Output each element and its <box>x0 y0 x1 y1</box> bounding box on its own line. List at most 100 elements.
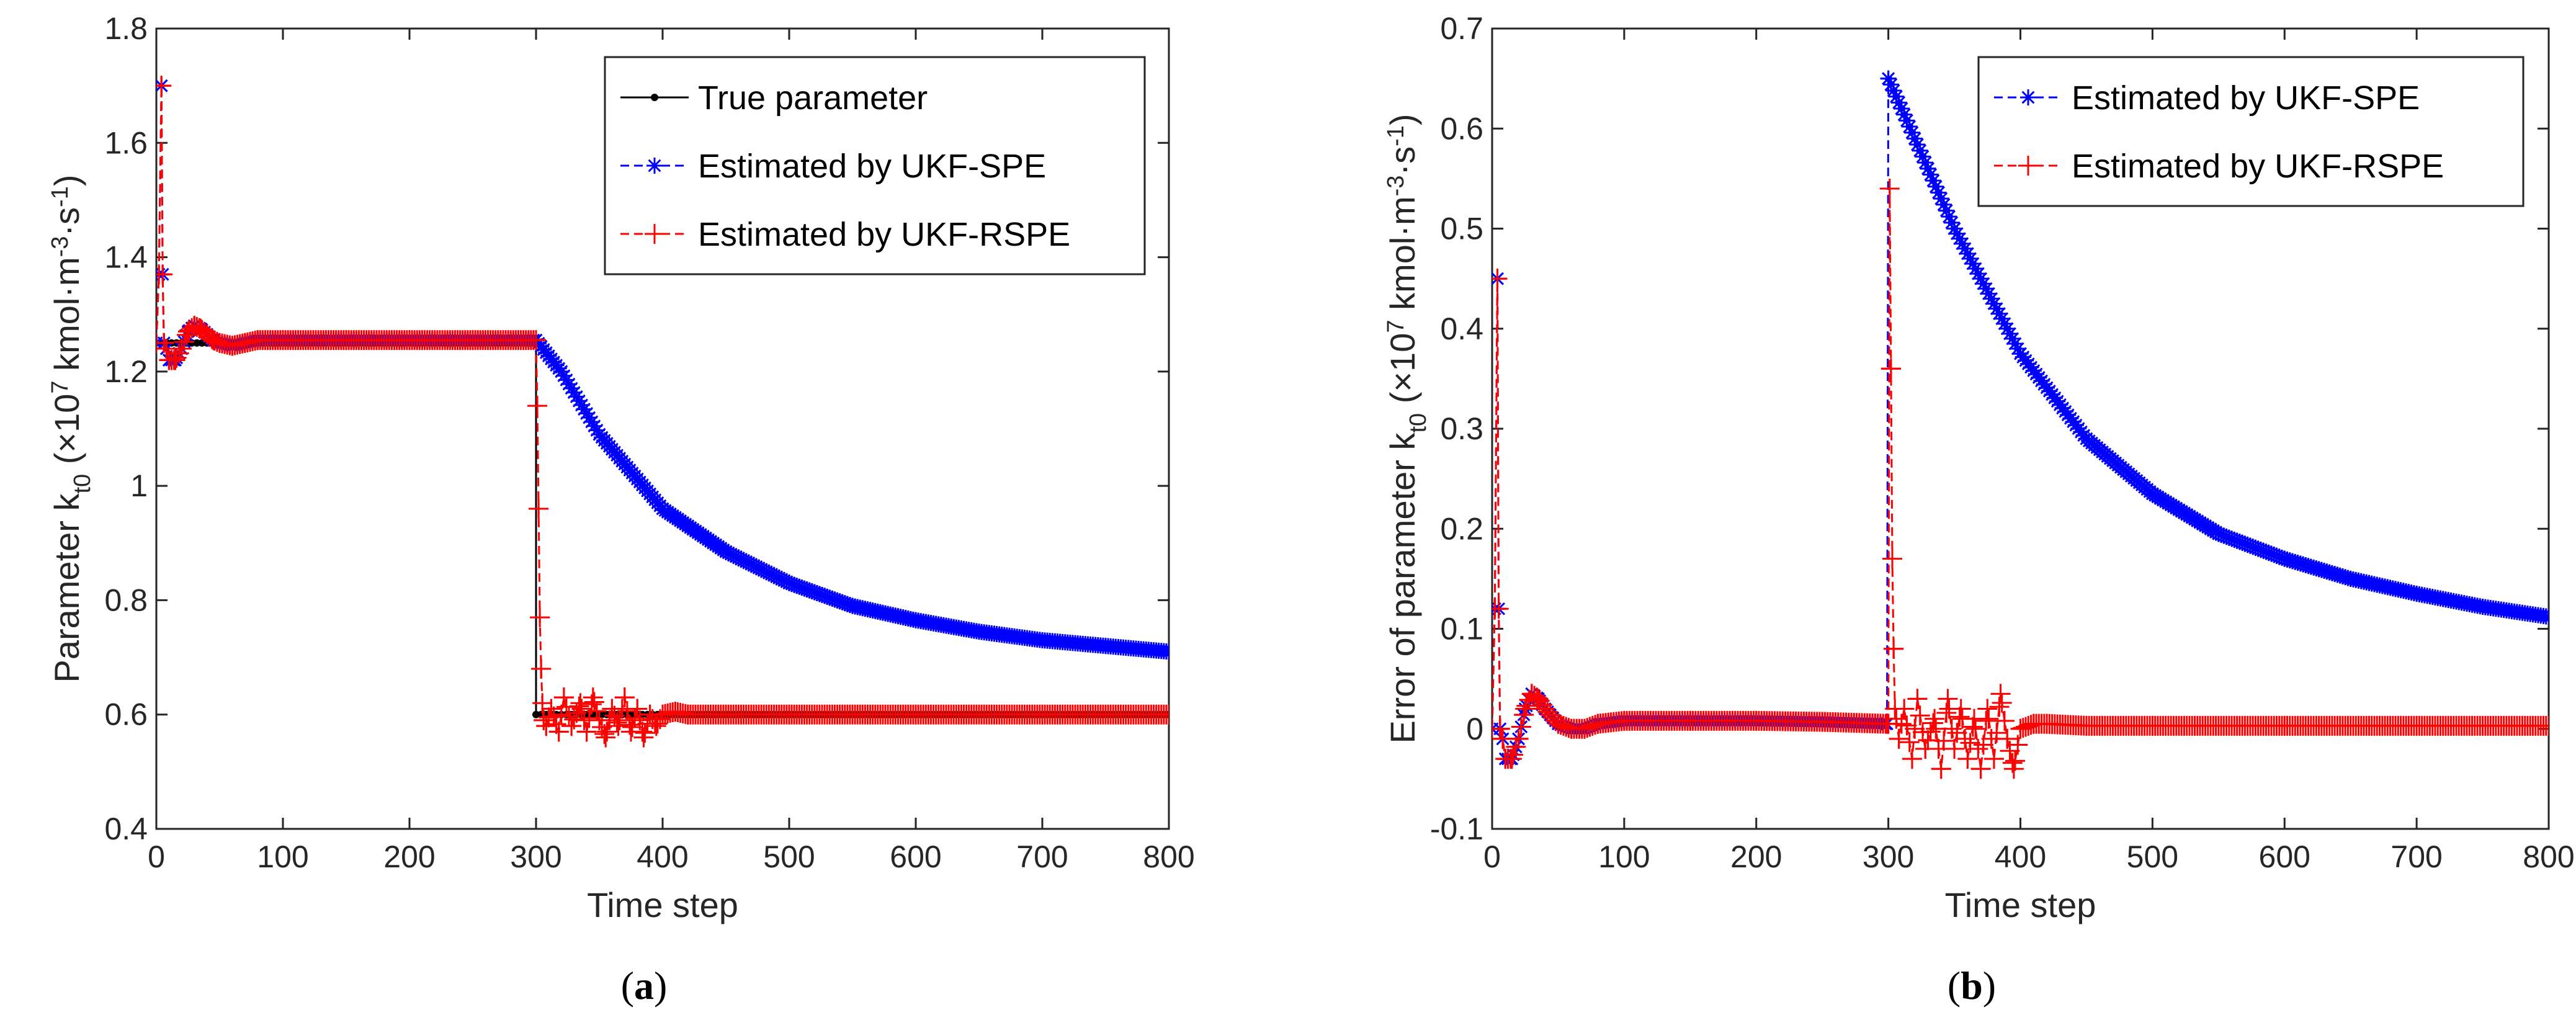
data-point <box>602 699 622 719</box>
data-point <box>2018 715 2039 736</box>
legend-marker <box>645 224 664 244</box>
data-point <box>2474 599 2491 615</box>
data-point <box>526 330 546 351</box>
data-point <box>614 687 635 708</box>
x-tick-label: 600 <box>890 839 941 874</box>
data-point <box>646 716 666 736</box>
x-tick-label: 500 <box>2127 839 2178 874</box>
data-point <box>1925 709 1945 729</box>
data-point <box>1812 712 1833 732</box>
legend-item-true: True parameter <box>620 79 928 117</box>
data-point <box>1905 718 1925 739</box>
data-point <box>608 716 628 736</box>
data-point <box>584 692 604 712</box>
data-point <box>2005 751 2025 771</box>
data-point <box>1915 739 1936 759</box>
x-tick-label: 800 <box>1143 839 1194 874</box>
x-tick-label: 100 <box>257 839 308 874</box>
data-point <box>1556 717 1576 737</box>
data-point <box>1910 705 1930 726</box>
data-point <box>2407 715 2427 736</box>
data-point <box>1582 715 1603 736</box>
data-point <box>1902 749 1922 769</box>
y-tick-label: 0.3 <box>1440 411 1483 446</box>
data-point <box>569 696 589 717</box>
x-axis-label: Time step <box>1945 885 2096 924</box>
legend-marker <box>646 158 663 174</box>
data-point <box>1503 744 1524 765</box>
data-point <box>1492 599 1509 619</box>
data-point <box>1920 722 1941 742</box>
data-point <box>1032 704 1052 725</box>
data-point <box>548 722 569 742</box>
data-point <box>1964 709 1984 729</box>
data-point <box>1944 739 1965 759</box>
legend-marker <box>2018 156 2038 176</box>
data-point <box>165 350 186 370</box>
y-tick-label: 0.6 <box>104 697 148 732</box>
data-point <box>1938 689 1958 709</box>
data-point <box>1506 736 1526 757</box>
data-point <box>336 330 356 351</box>
data-point <box>1588 713 1608 734</box>
data-point <box>561 716 582 736</box>
chart-a: 0 100 200 300 400 500 600 700 800 0.4 0.6 0.8 1 1.2 1.… <box>47 11 1195 924</box>
legend-item-spe: Estimated by UKF-SPE <box>620 148 1046 185</box>
data-point <box>1941 718 1962 739</box>
x-tick-label: 200 <box>1730 839 1782 874</box>
data-point <box>2008 735 2028 755</box>
data-point <box>248 330 268 351</box>
data-point <box>2342 570 2359 587</box>
data-point <box>1977 699 1998 719</box>
data-point <box>625 708 645 728</box>
data-point <box>1936 702 1957 723</box>
data-point <box>222 336 243 356</box>
data-point <box>2210 525 2227 542</box>
data-point <box>1878 713 1898 734</box>
data-point <box>1882 548 1903 569</box>
data-point <box>187 316 207 337</box>
x-tick-label: 0 <box>1483 839 1501 874</box>
data-point <box>1614 710 1634 731</box>
legend: True parameter Estimated by UKF-SPE Estima… <box>604 56 1146 275</box>
x-tick-label: 100 <box>1598 839 1650 874</box>
data-point <box>1680 710 1701 731</box>
data-point <box>594 724 615 744</box>
data-point <box>1934 731 1954 751</box>
data-point <box>2142 715 2163 736</box>
data-point <box>1880 70 1897 87</box>
series-rspe <box>156 76 1169 748</box>
data-point <box>906 704 926 725</box>
data-point <box>1987 723 2007 743</box>
data-point <box>2016 717 2036 737</box>
data-point <box>653 704 673 725</box>
data-point <box>971 624 987 640</box>
data-point <box>781 575 797 591</box>
data-point <box>1528 689 1549 709</box>
data-point <box>235 333 255 353</box>
data-point <box>553 687 574 708</box>
data-point <box>1535 699 1555 719</box>
data-point <box>210 333 230 353</box>
data-point <box>166 347 187 368</box>
data-point <box>1545 710 1566 731</box>
data-point <box>2271 548 2288 565</box>
data-point <box>2006 335 2023 352</box>
panel-label-a: (a) <box>620 964 668 1008</box>
data-point <box>273 330 293 351</box>
data-point <box>633 727 654 748</box>
data-point <box>1881 359 1901 379</box>
y-tick-label: 1.6 <box>104 125 148 160</box>
data-point <box>463 330 483 351</box>
data-point <box>716 704 736 725</box>
data-point <box>171 339 192 359</box>
legend-label: Estimated by UKF-SPE <box>2072 79 2420 117</box>
legend-marker <box>651 94 658 101</box>
data-point <box>1957 749 1978 769</box>
data-point <box>2078 431 2095 447</box>
data-point <box>1897 715 1917 736</box>
data-point <box>844 597 861 614</box>
y-tick-label: 0.1 <box>1440 612 1483 646</box>
data-point <box>627 699 648 719</box>
data-point <box>1553 715 1573 736</box>
